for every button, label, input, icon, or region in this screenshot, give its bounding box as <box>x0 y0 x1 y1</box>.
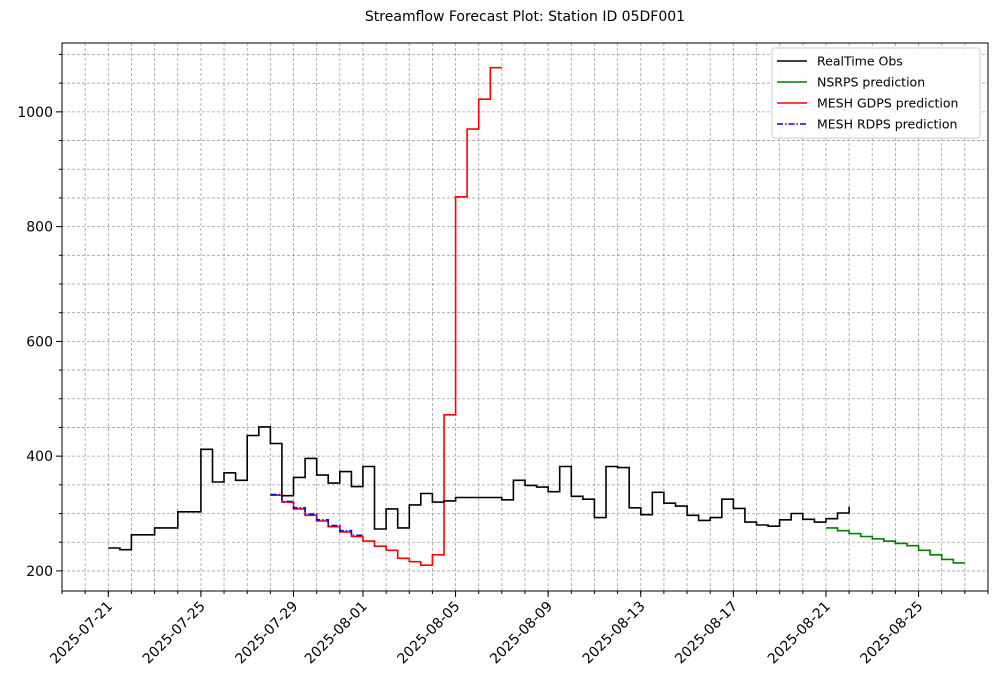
y-tick-label: 600 <box>26 334 53 350</box>
y-tick-label: 800 <box>26 220 53 236</box>
x-tick-label: 2025-07-21 <box>47 599 116 668</box>
series-layer <box>108 68 965 566</box>
legend-label: RealTime Obs <box>817 54 903 69</box>
x-tick-label: 2025-08-09 <box>487 599 556 668</box>
x-axis: 2025-07-21 2025-07-25 2025-07-29 2025-08-01… <box>47 591 988 667</box>
y-tick-label: 400 <box>26 449 53 465</box>
legend-label: MESH RDPS prediction <box>817 117 957 132</box>
y-tick-label: 1000 <box>17 105 53 121</box>
y-axis: 200 400 600 800 1000 <box>17 54 62 579</box>
legend: RealTime Obs NSRPS prediction MESH GDPS pr… <box>772 48 980 138</box>
y-tick-label: 200 <box>26 564 53 580</box>
x-tick-label: 2025-08-21 <box>765 599 834 668</box>
x-tick-label: 2025-07-25 <box>140 599 209 668</box>
x-tick-label: 2025-08-01 <box>302 599 371 668</box>
x-tick-label: 2025-07-29 <box>232 599 301 668</box>
x-tick-label: 2025-08-13 <box>580 599 649 668</box>
legend-label: NSRPS prediction <box>817 75 925 90</box>
x-tick-label: 2025-08-05 <box>395 599 464 668</box>
chart-title: Streamflow Forecast Plot: Station ID 05D… <box>365 9 685 25</box>
x-tick-label: 2025-08-17 <box>672 599 741 668</box>
x-tick-label: 2025-08-25 <box>858 599 927 668</box>
legend-label: MESH GDPS prediction <box>817 96 958 111</box>
